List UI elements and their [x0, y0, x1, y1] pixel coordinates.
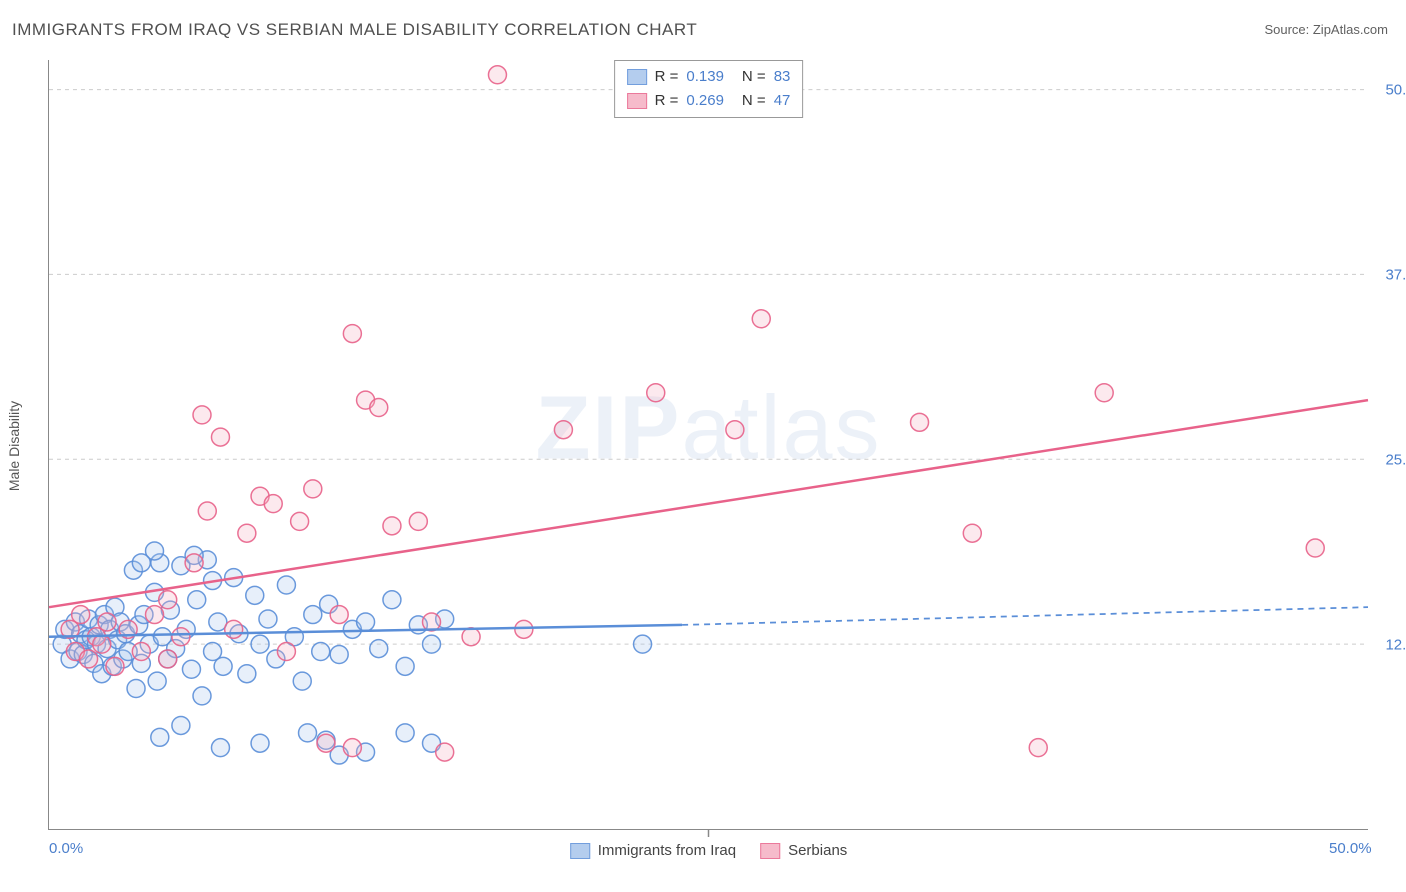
r-label-0: R =	[655, 65, 679, 89]
y-tick-label: 37.5%	[1373, 266, 1406, 283]
y-axis-label: Male Disability	[6, 401, 22, 491]
y-tick-label: 50.0%	[1373, 81, 1406, 98]
r-label-1: R =	[655, 89, 679, 113]
regression-lines	[49, 400, 1368, 637]
y-tick-label: 12.5%	[1373, 636, 1406, 653]
n-label-0: N =	[742, 65, 766, 89]
r-value-0: 0.139	[686, 65, 724, 89]
n-label-1: N =	[742, 89, 766, 113]
legend-swatch-1	[627, 93, 647, 109]
n-value-1: 47	[774, 89, 791, 113]
series-name-1: Serbians	[788, 842, 847, 859]
y-tick-label: 25.0%	[1373, 451, 1406, 468]
legend-bottom-swatch-1	[760, 843, 780, 859]
series-name-0: Immigrants from Iraq	[598, 842, 736, 859]
source-label: Source:	[1264, 22, 1312, 37]
source-attribution: Source: ZipAtlas.com	[1264, 22, 1388, 37]
x-tick-label: 50.0%	[1329, 840, 1372, 857]
series-legend: Immigrants from Iraq Serbians	[570, 842, 848, 859]
legend-item-1: Serbians	[760, 842, 847, 859]
legend-swatch-0	[627, 69, 647, 85]
scatter-plot-area: ZIPatlas 12.5%25.0%37.5%50.0% 0.0%50.0% …	[48, 60, 1368, 830]
legend-row-0: R = 0.139 N = 83	[627, 65, 791, 89]
x-tick-label: 0.0%	[49, 840, 83, 857]
legend-item-0: Immigrants from Iraq	[570, 842, 736, 859]
r-value-1: 0.269	[686, 89, 724, 113]
n-value-0: 83	[774, 65, 791, 89]
scatter-points	[53, 66, 1324, 764]
source-name: ZipAtlas.com	[1313, 22, 1388, 37]
legend-bottom-swatch-0	[570, 843, 590, 859]
chart-title: IMMIGRANTS FROM IRAQ VS SERBIAN MALE DIS…	[12, 20, 697, 40]
gridlines	[49, 90, 1368, 645]
legend-row-1: R = 0.269 N = 47	[627, 89, 791, 113]
correlation-legend: R = 0.139 N = 83 R = 0.269 N = 47	[614, 60, 804, 118]
chart-svg	[49, 60, 1368, 829]
